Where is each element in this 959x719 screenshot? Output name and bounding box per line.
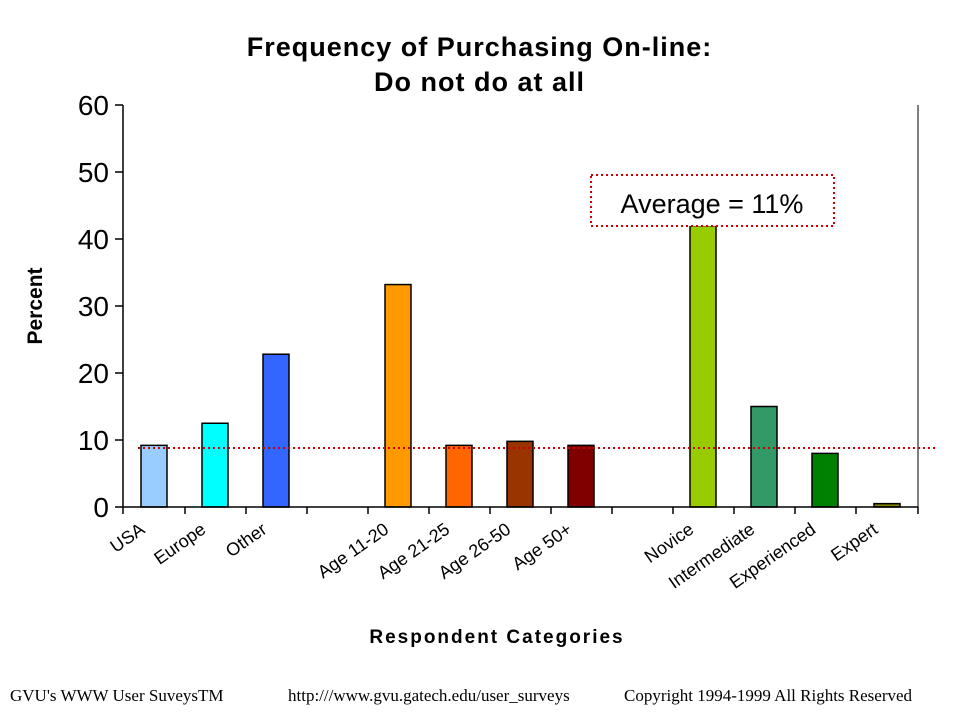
x-tick-label: Age 50+ [508,519,575,574]
chart-subtitle: Do not do at all [374,67,585,97]
x-tick-label: Other [222,519,270,561]
bar-age-50- [567,444,595,508]
bar-europe [201,422,229,508]
bar-age-21-25 [445,444,473,508]
y-tick-label: 10 [78,425,109,456]
average-annotation: Average = 11% [621,189,804,219]
y-tick-label: 50 [78,157,109,188]
x-tick-label: USA [107,519,149,557]
x-tick-label: Europe [150,519,209,569]
average-annotation-box [590,174,835,227]
y-tick-label: 40 [78,224,109,255]
footer-copyright: Copyright 1994-1999 All Rights Reserved [624,686,913,705]
bar-experienced [811,452,839,508]
x-axis-label: Respondent Categories [369,627,624,648]
footer-left: GVU's WWW User SuveysTM [10,686,224,705]
bar-novice [689,224,717,508]
y-tick-label: 20 [78,358,109,389]
y-tick-label: 0 [93,492,109,523]
bar-other [262,353,290,508]
footer-url: http:///www.gvu.gatech.edu/user_surveys [288,686,570,705]
chart-title: Frequency of Purchasing On-line: [246,32,713,62]
y-tick-label: 60 [78,90,109,121]
bar-age-11-20 [384,283,412,508]
bar-usa [140,444,168,508]
x-tick-label: Expert [827,519,881,565]
y-tick-label: 30 [78,291,109,322]
bar-intermediate [750,405,778,508]
y-axis-label: Percent [24,267,47,344]
bar-age-26-50 [506,440,534,508]
